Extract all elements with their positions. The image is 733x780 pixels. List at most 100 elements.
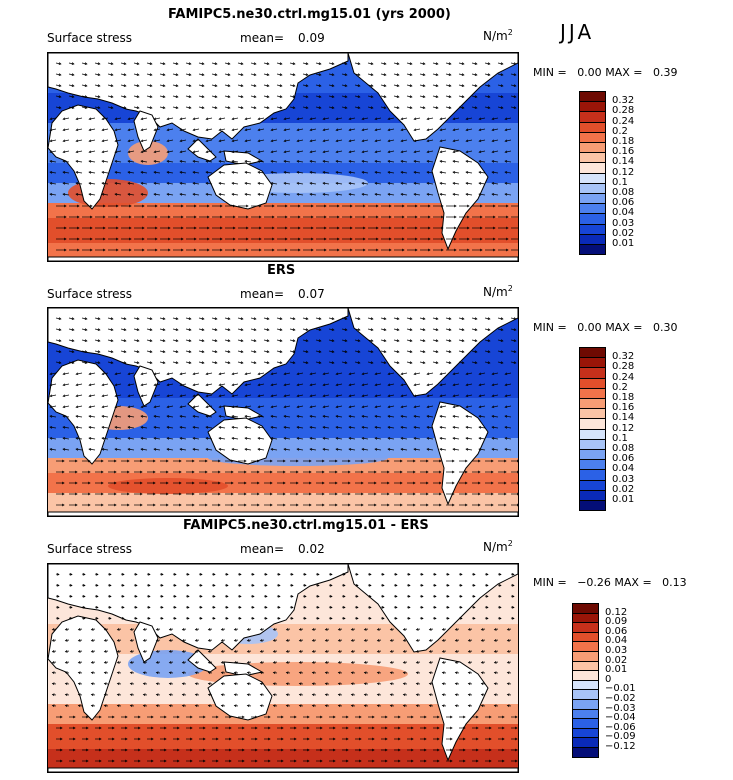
wind-arrowhead	[233, 628, 237, 631]
wind-arrowhead	[466, 237, 470, 241]
wind-arrow	[393, 73, 399, 76]
wind-arrowhead	[270, 448, 274, 451]
wind-arrowhead	[318, 95, 322, 98]
wind-arrow	[284, 415, 291, 418]
wind-arrowhead	[371, 715, 375, 719]
wind-arrowhead	[192, 117, 196, 121]
wind-arrow	[284, 128, 291, 131]
wind-arrowhead	[82, 583, 86, 587]
wind-arrow	[458, 73, 464, 76]
wind-arrowhead	[415, 682, 419, 686]
wind-arrowhead	[63, 215, 67, 219]
wind-arrowhead	[435, 328, 439, 331]
wind-arrowhead	[337, 650, 341, 653]
wind-arrowhead	[179, 383, 183, 387]
wind-arrow	[237, 328, 243, 331]
wind-arrowhead	[136, 339, 140, 342]
wind-arrowhead	[394, 616, 398, 620]
wind-arrowhead	[49, 171, 53, 174]
wind-arrowhead	[173, 605, 177, 609]
wind-arrow	[198, 361, 204, 364]
wind-arrow	[55, 73, 61, 76]
wind-arrowhead	[452, 383, 456, 387]
wind-arrowhead	[88, 117, 92, 121]
wind-arrowhead	[89, 226, 93, 230]
wind-arrow	[76, 150, 83, 153]
wind-arrow	[284, 394, 291, 397]
wind-arrowhead	[296, 128, 300, 132]
wind-arrow	[471, 350, 477, 353]
wind-arrowhead	[316, 594, 320, 598]
wind-arrowhead	[479, 215, 483, 219]
wind-arrowhead	[303, 572, 307, 576]
wind-arrowhead	[202, 737, 206, 741]
wind-arrowhead	[207, 639, 211, 642]
wind-arrow	[406, 317, 412, 320]
wind-arrow	[271, 448, 278, 451]
wind-arrowhead	[160, 572, 164, 576]
wind-arrowhead	[336, 215, 340, 219]
wind-arrowhead	[244, 405, 248, 409]
wind-arrowhead	[175, 84, 179, 87]
wind-arrowhead	[175, 339, 179, 342]
wind-arrowhead	[101, 117, 105, 121]
wind-arrowhead	[335, 139, 339, 143]
wind-arrowhead	[465, 160, 469, 163]
wind-arrowhead	[505, 248, 509, 252]
wind-arrow	[310, 171, 317, 174]
wind-arrowhead	[264, 594, 268, 598]
wind-arrow	[479, 383, 486, 386]
wind-arrow	[115, 448, 122, 451]
wind-arrowhead	[374, 448, 378, 451]
colorbar-label: 0.32	[612, 351, 635, 363]
wind-arrowhead	[201, 62, 205, 65]
wind-arrowhead	[101, 372, 105, 376]
wind-arrowhead	[218, 415, 222, 418]
wind-arrow	[128, 117, 135, 120]
wind-arrowhead	[220, 628, 224, 631]
wind-arrow	[471, 84, 477, 87]
wind-arrowhead	[140, 372, 144, 376]
field-blob	[128, 141, 168, 165]
wind-arrowhead	[454, 628, 458, 631]
wind-arrowhead	[100, 459, 104, 463]
wind-arrowhead	[108, 572, 112, 576]
wind-arrowhead	[306, 726, 310, 730]
wind-arrow	[388, 426, 395, 429]
wind-arrowhead	[218, 171, 222, 174]
wind-arrowhead	[166, 193, 170, 196]
wind-arrowhead	[337, 661, 341, 664]
wind-arrow	[159, 350, 165, 353]
wind-arrow	[50, 182, 57, 185]
wind-arrowhead	[310, 248, 314, 252]
wind-arrow	[362, 394, 369, 397]
wind-arrow	[172, 62, 178, 65]
wind-arrowhead	[396, 106, 400, 109]
wind-arrowhead	[154, 237, 158, 241]
wind-arrow	[128, 139, 135, 142]
wind-arrowhead	[64, 661, 68, 664]
wind-arrow	[271, 383, 278, 386]
wind-arrowhead	[75, 139, 79, 143]
wind-vectors	[51, 572, 518, 763]
wind-arrowhead	[459, 616, 463, 620]
wind-arrow	[115, 160, 122, 163]
wind-arrowhead	[175, 62, 179, 65]
wind-arrow	[414, 160, 421, 163]
wind-arrowhead	[361, 372, 365, 376]
wind-arrowhead	[466, 248, 470, 252]
wind-arrowhead	[49, 426, 53, 429]
wind-arrowhead	[56, 572, 60, 576]
wind-arrow	[146, 106, 152, 109]
colorbar-label: 0.06	[605, 625, 628, 637]
wind-arrowhead	[219, 215, 223, 219]
wind-arrowhead	[402, 650, 406, 653]
wind-arrowhead	[49, 117, 53, 121]
wind-arrowhead	[280, 726, 284, 730]
wind-arrow	[497, 84, 503, 87]
wind-arrowhead	[441, 650, 445, 653]
wind-arrowhead	[230, 481, 234, 485]
wind-arrowhead	[163, 759, 167, 763]
wind-arrowhead	[331, 361, 335, 364]
wind-arrowhead	[513, 339, 517, 342]
